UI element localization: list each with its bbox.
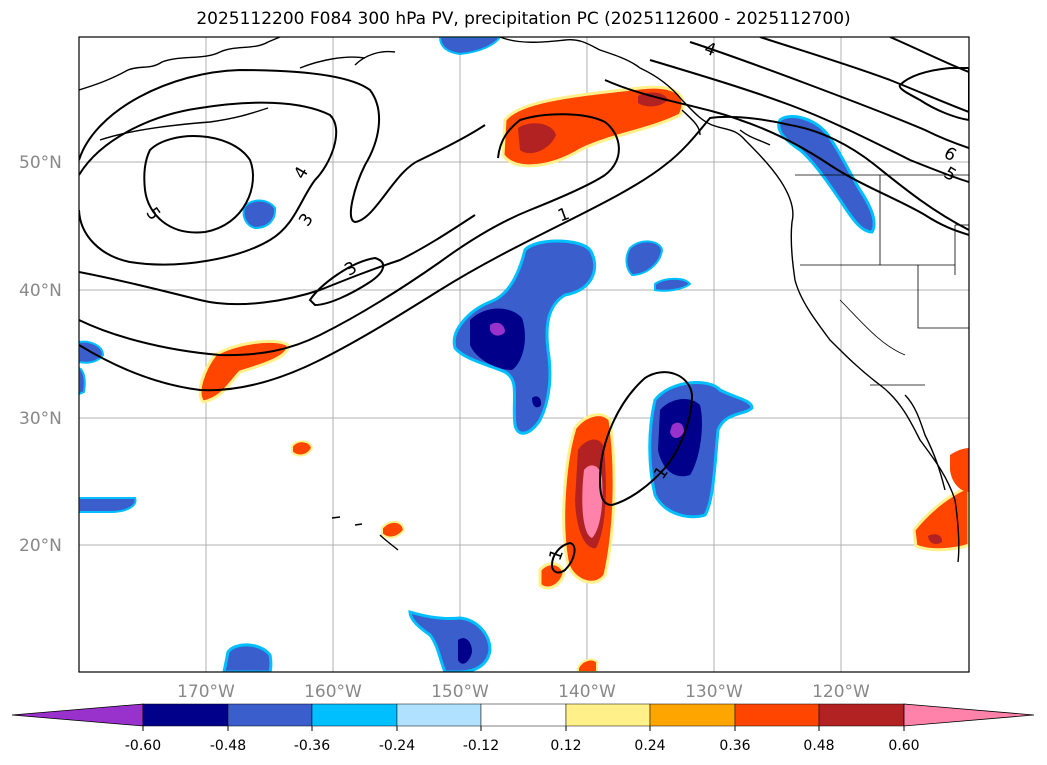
lat-label: 40°N <box>19 281 62 301</box>
colorbar-segment <box>818 703 905 727</box>
lon-label: 130°W <box>685 682 743 702</box>
colorbar-segment <box>396 703 482 727</box>
colorbar: -0.60 -0.48 -0.36 -0.24 -0.12 0.12 0.24 … <box>11 703 1035 754</box>
colorbar-segment <box>480 703 567 727</box>
colorbar-segment <box>227 703 313 727</box>
contour-label: 3 <box>341 258 360 281</box>
colorbar-extend-min <box>11 703 144 727</box>
colorbar-segment <box>142 703 229 727</box>
map-title: 2025112200 F084 300 hPa PV, precipitatio… <box>196 9 851 29</box>
contour-label: 4 <box>290 163 313 182</box>
colorbar-segment <box>649 703 736 727</box>
colorbar-label: -0.12 <box>463 738 499 754</box>
lon-label: 150°W <box>431 682 489 702</box>
colorbar-label: 0.60 <box>888 738 919 754</box>
colorbar-segment <box>311 703 398 727</box>
colorbar-label: -0.60 <box>125 738 161 754</box>
map-frame <box>78 36 970 673</box>
colorbar-extend-max <box>903 703 1035 727</box>
precip-negative-areas <box>79 37 876 672</box>
political-borders <box>795 174 969 386</box>
lon-label: 120°W <box>812 682 870 702</box>
colorbar-segment <box>734 703 820 727</box>
lon-label: 140°W <box>558 682 616 702</box>
colorbar-label: 0.36 <box>719 738 750 754</box>
contour-label: 1 <box>555 204 572 226</box>
latitude-labels: 50°N 40°N 30°N 20°N <box>19 153 62 556</box>
lat-label: 30°N <box>19 409 62 429</box>
colorbar-label: 0.24 <box>634 738 665 754</box>
colorbar-label: 0.12 <box>550 738 581 754</box>
pv-contours <box>79 37 969 574</box>
lon-label: 160°W <box>304 682 362 702</box>
contour-label: 5 <box>940 163 959 186</box>
colorbar-segment <box>565 703 651 727</box>
contour-label: 3 <box>295 210 318 230</box>
lon-label: 170°W <box>177 682 235 702</box>
longitude-labels: 170°W 160°W 150°W 140°W 130°W 120°W <box>177 682 870 702</box>
colorbar-label: 0.48 <box>803 738 834 754</box>
colorbar-label: -0.36 <box>294 738 330 754</box>
map-area: 5 4 3 3 1 1 1 4 6 5 <box>79 37 969 672</box>
lat-label: 20°N <box>19 536 62 556</box>
colorbar-label: -0.48 <box>210 738 246 754</box>
colorbar-label: -0.24 <box>379 738 415 754</box>
lat-label: 50°N <box>19 153 62 173</box>
